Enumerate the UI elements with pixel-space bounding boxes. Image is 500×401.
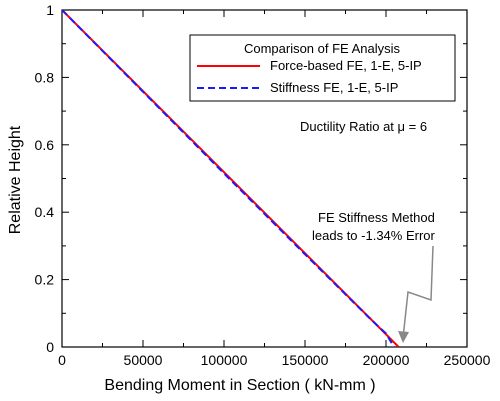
y-tick-label: 0 <box>46 339 54 355</box>
error-annotation-line1: FE Stiffness Method <box>318 210 435 225</box>
x-tick-label: 50000 <box>124 352 163 368</box>
y-tick-label: 0.4 <box>35 204 55 220</box>
x-tick-label: 150000 <box>282 352 329 368</box>
series-line-stiffness <box>62 10 395 347</box>
x-tick-label: 0 <box>58 352 66 368</box>
x-axis-ticks: 0 50000 100000 150000 200000 250000 <box>58 10 491 368</box>
y-tick-label: 0.2 <box>35 272 55 288</box>
x-tick-label: 100000 <box>201 352 248 368</box>
legend: Comparison of FE Analysis Force-based FE… <box>189 34 456 102</box>
legend-box <box>189 34 456 102</box>
ductility-annotation: Ductility Ratio at μ = 6 <box>300 119 427 134</box>
x-tick-label: 200000 <box>363 352 410 368</box>
y-tick-label: 1 <box>46 2 54 18</box>
error-annotation-line2: leads to -1.34% Error <box>312 228 436 243</box>
y-axis-title: Relative Height <box>7 125 24 234</box>
legend-label-force-based: Force-based FE, 1-E, 5-IP <box>270 58 422 73</box>
legend-title: Comparison of FE Analysis <box>244 41 401 56</box>
y-tick-label: 0.6 <box>35 137 55 153</box>
y-tick-label: 0.8 <box>35 69 55 85</box>
x-axis-title: Bending Moment in Section ( kN-mm ) <box>104 377 375 394</box>
y-axis-ticks: 0 0.2 0.4 0.6 0.8 1 <box>35 2 467 355</box>
error-callout-arrow <box>402 245 434 339</box>
legend-label-stiffness: Stiffness FE, 1-E, 5-IP <box>270 80 398 95</box>
x-tick-label: 250000 <box>444 352 491 368</box>
error-callout-arrowhead <box>398 331 409 343</box>
